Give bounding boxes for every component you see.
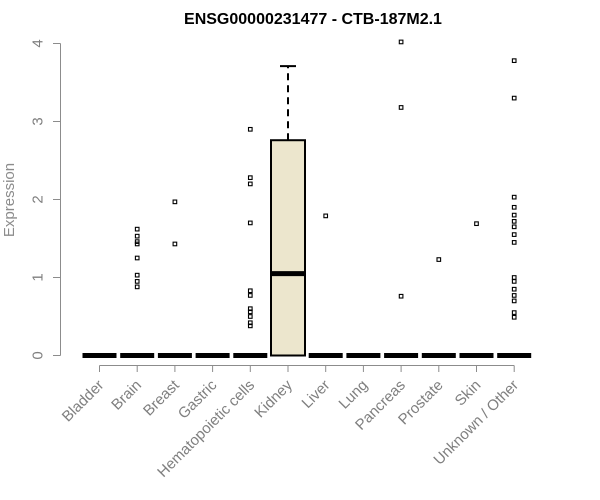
outlier-point — [247, 126, 253, 132]
x-tick-label: Skin — [452, 377, 485, 410]
box-liver — [308, 213, 343, 358]
outlier-point — [247, 314, 253, 319]
box-breast — [157, 199, 192, 358]
outlier-point — [247, 320, 253, 326]
outlier-point — [511, 240, 517, 245]
outlier-point — [134, 233, 140, 239]
outlier-point — [511, 275, 517, 280]
y-tick-label: 3 — [30, 117, 47, 125]
y-axis: 0 1 2 3 4 — [30, 39, 61, 360]
outlier-point — [134, 239, 140, 244]
outlier-point — [511, 279, 517, 284]
outlier-point — [134, 272, 140, 278]
outlier-point — [247, 175, 253, 181]
outlier-point — [511, 224, 517, 230]
outlier-point — [398, 293, 404, 299]
y-tick-label: 0 — [30, 351, 47, 359]
box-brain — [120, 226, 155, 358]
y-tick-label: 2 — [30, 195, 47, 203]
x-tick-label: Kidney — [251, 376, 296, 421]
outlier-point — [436, 257, 442, 262]
outlier-point — [247, 293, 253, 298]
box-kidney — [270, 65, 306, 357]
outlier-point — [247, 181, 253, 187]
outlier-point — [398, 39, 404, 45]
outlier-point — [172, 199, 178, 205]
outlier-point — [247, 220, 253, 226]
outlier-point — [511, 310, 517, 315]
x-tick-label: Liver — [299, 377, 334, 412]
outlier-point — [398, 105, 404, 110]
outlier-point — [511, 314, 517, 320]
plot-area — [82, 39, 532, 358]
outlier-point — [511, 286, 517, 292]
outlier-point — [172, 241, 178, 247]
chart-title: ENSG00000231477 - CTB-187M2.1 — [184, 11, 442, 28]
box-pancreas — [384, 39, 419, 358]
box-hematopoietic-cells — [233, 126, 268, 358]
outlier-point — [247, 288, 253, 294]
y-tick-label: 1 — [30, 273, 47, 281]
outlier-point — [511, 218, 517, 224]
outlier-point — [511, 58, 517, 64]
outlier-point — [511, 95, 517, 101]
outlier-point — [247, 306, 253, 312]
outlier-point — [134, 279, 140, 284]
outlier-point — [134, 255, 140, 261]
outlier-point — [134, 284, 140, 290]
outlier-point — [474, 221, 479, 227]
box-iqr — [270, 139, 306, 357]
y-tick-label: 4 — [30, 39, 47, 47]
outlier-point — [511, 293, 517, 298]
box-skin — [459, 221, 494, 358]
outlier-point — [511, 298, 517, 304]
box-unknown-other — [497, 58, 532, 358]
box-prostate — [421, 257, 456, 358]
outlier-point — [511, 212, 517, 218]
y-axis-label: Expression — [1, 163, 18, 237]
outlier-point — [511, 232, 517, 237]
outlier-point — [511, 204, 517, 210]
x-tick-label: Bladder — [59, 377, 108, 426]
outlier-point — [134, 226, 140, 232]
outlier-point — [323, 213, 329, 219]
outlier-point — [511, 194, 517, 200]
